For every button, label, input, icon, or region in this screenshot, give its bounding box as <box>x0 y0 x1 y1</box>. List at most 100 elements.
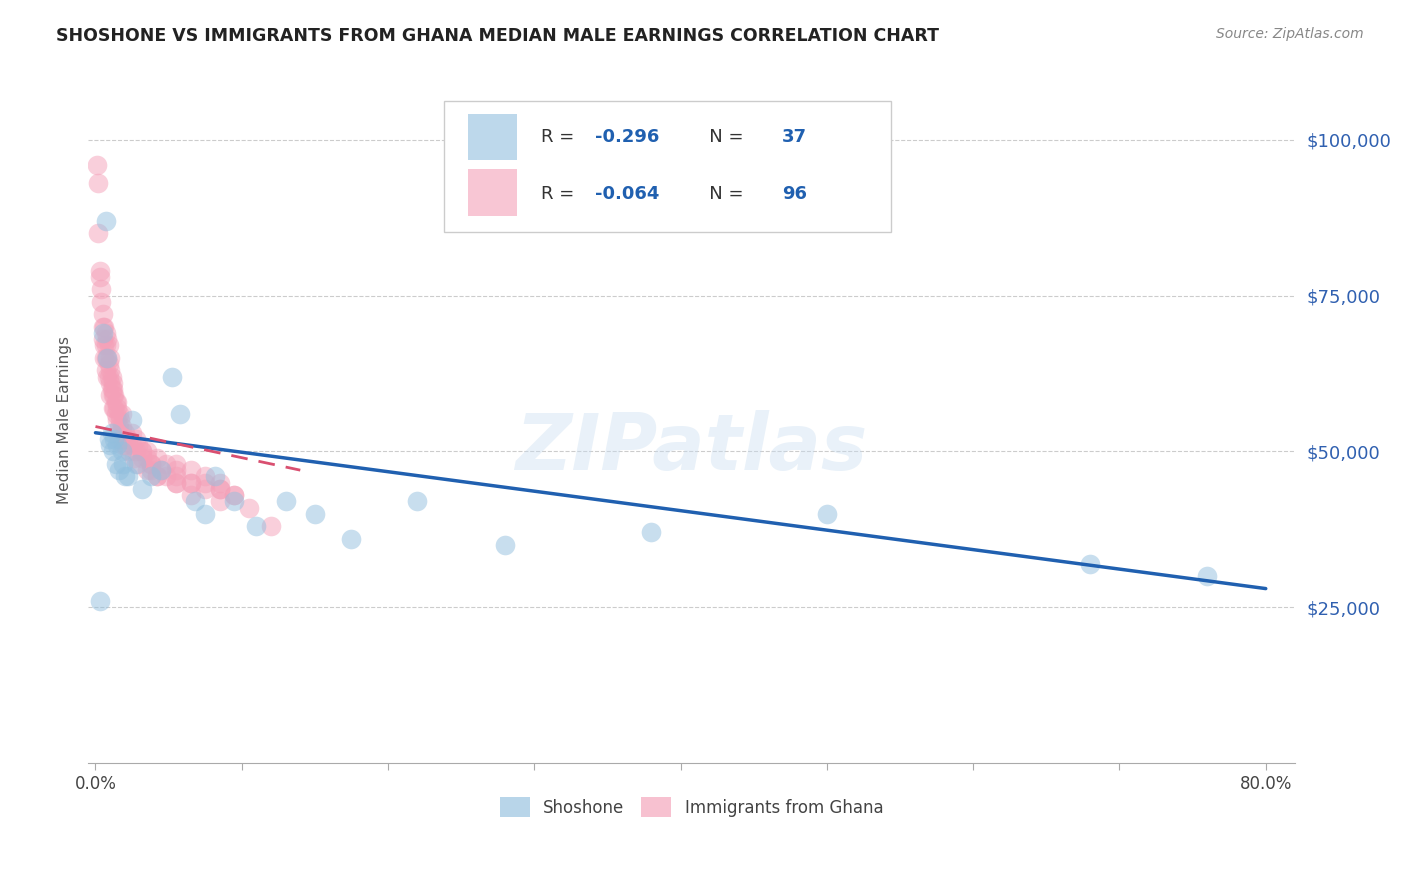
Point <box>125 457 148 471</box>
Point <box>101 388 124 402</box>
Point <box>165 475 187 490</box>
Point <box>640 525 662 540</box>
Point <box>110 413 132 427</box>
Point <box>115 432 138 446</box>
Point <box>90 294 112 309</box>
Point <box>101 382 124 396</box>
Point <box>194 507 217 521</box>
Point <box>111 432 134 446</box>
Point <box>122 450 145 465</box>
Text: Source: ZipAtlas.com: Source: ZipAtlas.com <box>1216 27 1364 41</box>
Point <box>146 450 169 465</box>
Point <box>96 332 118 346</box>
Point <box>107 394 129 409</box>
Point <box>208 475 231 490</box>
Point <box>107 413 129 427</box>
Point <box>180 488 202 502</box>
Point <box>93 351 115 365</box>
Point <box>224 494 246 508</box>
Point <box>238 500 260 515</box>
Point <box>165 475 187 490</box>
Point <box>121 425 143 440</box>
Point <box>127 457 149 471</box>
Point <box>112 457 135 471</box>
Point <box>114 469 136 483</box>
Point <box>194 469 217 483</box>
Point <box>131 444 153 458</box>
Point <box>94 363 117 377</box>
Point <box>101 444 124 458</box>
Point <box>97 432 120 446</box>
Point <box>208 482 231 496</box>
Point <box>406 494 429 508</box>
Point <box>111 407 134 421</box>
Point <box>117 469 139 483</box>
Point <box>274 494 297 508</box>
Point <box>97 338 120 352</box>
Point <box>110 425 132 440</box>
Point <box>150 463 173 477</box>
Point <box>101 401 124 415</box>
Point <box>135 450 157 465</box>
Point <box>165 463 187 477</box>
Point <box>139 457 162 471</box>
Point <box>100 369 122 384</box>
Text: SHOSHONE VS IMMIGRANTS FROM GHANA MEDIAN MALE EARNINGS CORRELATION CHART: SHOSHONE VS IMMIGRANTS FROM GHANA MEDIAN… <box>56 27 939 45</box>
Point <box>87 227 110 241</box>
Point <box>108 419 131 434</box>
Point <box>108 432 131 446</box>
Point <box>204 469 226 483</box>
Point <box>101 376 124 390</box>
Point <box>103 388 125 402</box>
Point <box>121 438 143 452</box>
Point <box>104 394 127 409</box>
Point <box>160 369 183 384</box>
Point <box>125 444 148 458</box>
Legend: Shoshone, Immigrants from Ghana: Shoshone, Immigrants from Ghana <box>494 791 890 823</box>
Point <box>98 388 121 402</box>
Point <box>100 425 122 440</box>
Point <box>150 463 173 477</box>
Point <box>114 425 136 440</box>
Point <box>89 594 111 608</box>
Y-axis label: Median Male Earnings: Median Male Earnings <box>58 336 72 504</box>
Point <box>114 438 136 452</box>
Point <box>340 532 363 546</box>
Point <box>135 463 157 477</box>
Text: 96: 96 <box>782 185 807 202</box>
Point <box>96 369 118 384</box>
Point <box>131 450 153 465</box>
Text: N =: N = <box>692 128 749 146</box>
Point <box>94 326 117 340</box>
Point <box>121 413 143 427</box>
Point <box>94 338 117 352</box>
Point <box>131 482 153 496</box>
Point <box>135 444 157 458</box>
Point <box>165 457 187 471</box>
Point <box>245 519 267 533</box>
Text: R =: R = <box>541 185 579 202</box>
Point <box>111 419 134 434</box>
Point <box>96 351 118 365</box>
Text: ZIPatlas: ZIPatlas <box>516 409 868 486</box>
Point <box>108 463 131 477</box>
Point <box>104 457 127 471</box>
Point <box>91 307 114 321</box>
Point <box>96 351 118 365</box>
Bar <box>468 169 516 216</box>
Point <box>89 263 111 277</box>
Point <box>184 494 207 508</box>
Point <box>208 494 231 508</box>
Point <box>97 357 120 371</box>
Point <box>98 376 121 390</box>
Point <box>94 351 117 365</box>
Point <box>146 469 169 483</box>
Point <box>260 519 283 533</box>
Text: N =: N = <box>692 185 749 202</box>
Point <box>112 438 135 452</box>
Point <box>117 432 139 446</box>
Point <box>100 382 122 396</box>
Point <box>494 538 516 552</box>
Point <box>139 463 162 477</box>
Point <box>90 282 112 296</box>
